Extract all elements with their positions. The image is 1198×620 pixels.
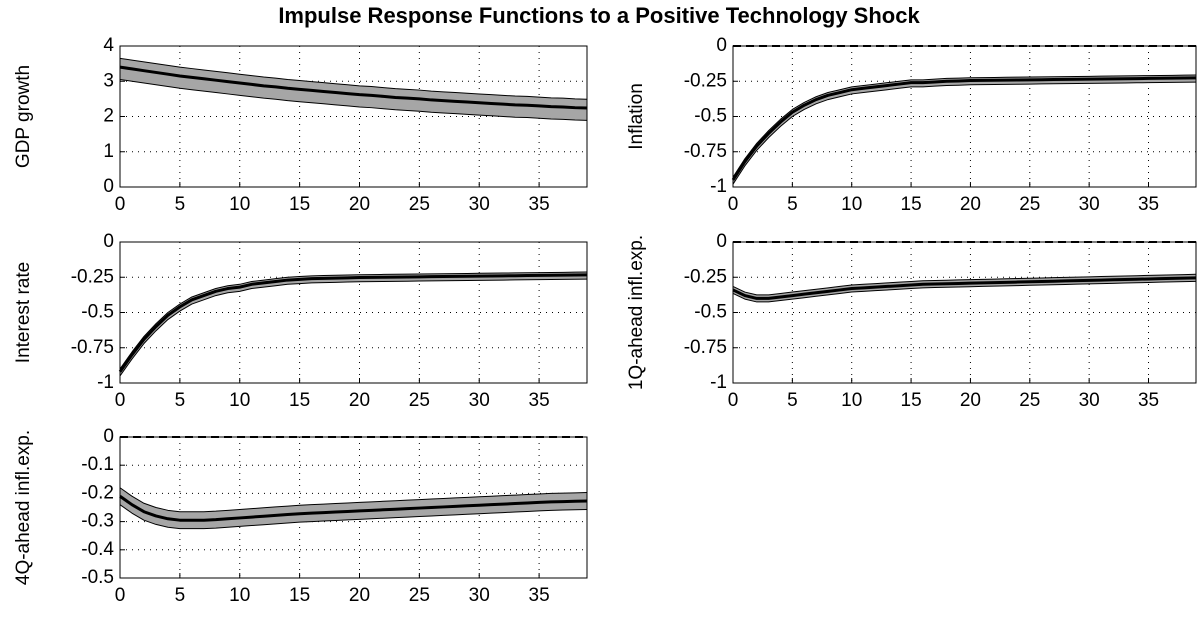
y-axis-label: Inflation	[626, 83, 647, 150]
y-tick-label: -1	[710, 372, 727, 393]
y-tick-label: -0.25	[684, 266, 727, 287]
x-tick-label: 0	[728, 390, 739, 411]
x-tick-label: 20	[349, 585, 370, 606]
y-tick-label: -0.3	[81, 511, 114, 532]
y-axis-label: 4Q-ahead infl.exp.	[13, 430, 34, 585]
x-tick-label: 0	[115, 194, 126, 215]
y-tick-label: 0	[716, 231, 727, 252]
band-lower-edge	[119, 504, 588, 530]
x-tick-label: 15	[289, 585, 310, 606]
x-tick-label: 25	[409, 194, 430, 215]
band-upper-edge	[732, 74, 1197, 178]
y-tick-label: 0	[103, 176, 114, 197]
band-lower-edge	[732, 280, 1197, 303]
x-tick-label: 20	[960, 390, 981, 411]
axes-box	[732, 241, 1197, 384]
y-tick-label: -0.5	[694, 302, 727, 323]
y-tick-label: -1	[97, 372, 114, 393]
y-tick-label: 0	[716, 35, 727, 56]
x-tick-label: 30	[469, 194, 490, 215]
band-lower-edge	[119, 78, 588, 121]
x-tick-label: 20	[960, 194, 981, 215]
y-tick-label: -0.75	[684, 337, 727, 358]
x-tick-label: 15	[901, 194, 922, 215]
x-tick-label: 15	[289, 390, 310, 411]
y-tick-label: 2	[103, 106, 114, 127]
y-tick-label: -0.5	[694, 106, 727, 127]
y-tick-label: -0.2	[81, 482, 114, 503]
y-tick-label: 0	[103, 426, 114, 447]
response-line	[119, 494, 588, 522]
axes-box	[119, 45, 588, 188]
y-tick-label: 4	[103, 35, 114, 56]
band-lower-edge	[732, 81, 1197, 185]
x-tick-label: 10	[229, 585, 250, 606]
plot-area	[733, 242, 1196, 383]
axes-box	[119, 241, 588, 384]
y-axis-label: GDP growth	[13, 65, 34, 168]
y-axis-label: 1Q-ahead infl.exp.	[626, 235, 647, 390]
x-tick-label: 30	[1079, 390, 1100, 411]
band-lower-edge	[119, 278, 588, 377]
band-upper-edge	[732, 273, 1197, 296]
x-tick-label: 0	[728, 194, 739, 215]
y-tick-label: 1	[103, 141, 114, 162]
x-tick-label: 15	[901, 390, 922, 411]
x-tick-label: 5	[175, 194, 186, 215]
x-tick-label: 35	[1138, 194, 1159, 215]
y-axis-label: Interest rate	[13, 262, 34, 363]
x-tick-label: 5	[787, 390, 798, 411]
x-tick-label: 35	[1138, 390, 1159, 411]
response-line	[118, 273, 588, 373]
x-tick-label: 25	[409, 585, 430, 606]
y-tick-label: -0.5	[81, 567, 114, 588]
y-tick-label: -0.25	[684, 70, 727, 91]
x-tick-label: 25	[409, 390, 430, 411]
y-tick-label: -0.75	[71, 337, 114, 358]
x-tick-label: 35	[529, 194, 550, 215]
x-tick-label: 10	[229, 390, 250, 411]
x-tick-label: 10	[841, 390, 862, 411]
x-tick-label: 5	[175, 390, 186, 411]
plot-area	[733, 46, 1196, 187]
x-tick-label: 0	[115, 390, 126, 411]
y-tick-label: -0.25	[71, 266, 114, 287]
y-tick-label: -0.4	[81, 539, 114, 560]
axes-box	[119, 436, 588, 579]
x-tick-label: 30	[469, 585, 490, 606]
y-tick-label: -0.75	[684, 141, 727, 162]
x-tick-label: 20	[349, 194, 370, 215]
y-tick-label: -0.5	[81, 302, 114, 323]
x-tick-label: 25	[1019, 194, 1040, 215]
response-line	[119, 65, 588, 110]
band-upper-edge	[119, 271, 588, 370]
x-tick-label: 10	[229, 194, 250, 215]
x-tick-label: 30	[469, 390, 490, 411]
x-tick-label: 5	[787, 194, 798, 215]
x-tick-label: 35	[529, 390, 550, 411]
y-tick-label: -0.1	[81, 454, 114, 475]
axes-box	[732, 45, 1197, 188]
x-tick-label: 35	[529, 585, 550, 606]
figure-title: Impulse Response Functions to a Positive…	[278, 3, 920, 28]
band-upper-edge	[119, 487, 588, 513]
x-tick-label: 15	[289, 194, 310, 215]
x-tick-label: 25	[1019, 390, 1040, 411]
x-tick-label: 5	[175, 585, 186, 606]
plot-area	[120, 242, 587, 383]
y-tick-label: 3	[103, 70, 114, 91]
x-tick-label: 30	[1079, 194, 1100, 215]
response-line	[732, 276, 1197, 300]
band-upper-edge	[119, 57, 588, 100]
y-tick-label: 0	[103, 231, 114, 252]
x-tick-label: 0	[115, 585, 126, 606]
y-tick-label: -1	[710, 176, 727, 197]
x-tick-label: 20	[349, 390, 370, 411]
response-line	[731, 76, 1197, 181]
x-tick-label: 10	[841, 194, 862, 215]
